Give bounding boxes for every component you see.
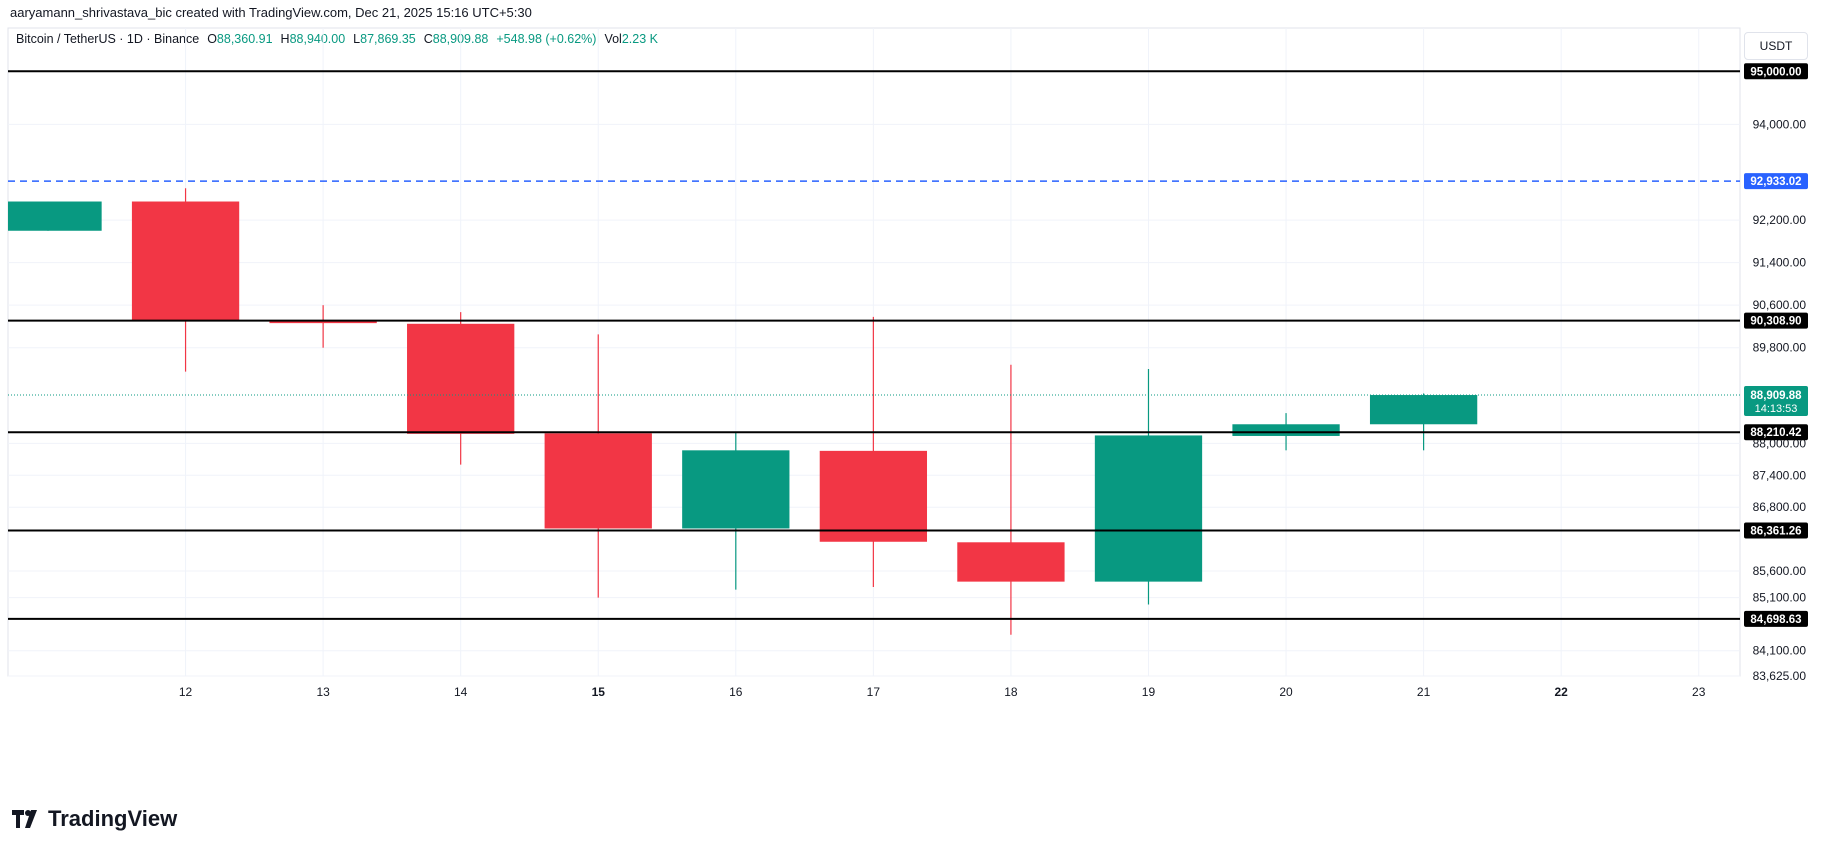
level-price-tag xyxy=(1744,424,1808,441)
x-tick-label: 13 xyxy=(316,685,330,699)
level-price-label: 86,361.26 xyxy=(1750,526,1801,538)
x-tick-label: 22 xyxy=(1554,685,1568,699)
volume-label: Vol xyxy=(604,32,622,46)
high-value: 88,940.00 xyxy=(289,32,346,46)
symbol-name[interactable]: Bitcoin / TetherUS · 1D · Binance xyxy=(16,32,200,46)
level-price-label: 95,000.00 xyxy=(1750,66,1801,78)
x-tick-label: 19 xyxy=(1142,685,1156,699)
x-tick-label: 16 xyxy=(729,685,743,699)
currency-button[interactable]: USDT xyxy=(1744,32,1808,60)
level-price-label: 84,698.63 xyxy=(1750,614,1801,626)
y-tick-label: 84,100.00 xyxy=(1753,644,1807,658)
y-tick-label: 91,400.00 xyxy=(1753,256,1807,270)
y-tick-label: 85,600.00 xyxy=(1753,564,1807,578)
y-tick-label: 90,600.00 xyxy=(1753,298,1807,312)
low-value: 87,869.35 xyxy=(360,32,416,46)
dashed-level-price-tag xyxy=(1744,173,1808,190)
candle-body[interactable] xyxy=(957,542,1065,582)
last-price-tag xyxy=(1744,386,1808,417)
x-tick-label: 12 xyxy=(179,685,193,699)
candle-body[interactable] xyxy=(269,321,377,324)
candle-body[interactable] xyxy=(682,450,790,529)
low-label: L xyxy=(353,32,361,46)
y-tick-label: 92,200.00 xyxy=(1753,213,1807,227)
high-label: H xyxy=(280,32,290,46)
last-price-label: 88,909.88 xyxy=(1750,390,1802,402)
open-label: O xyxy=(207,32,217,46)
y-tick-label: 89,800.00 xyxy=(1753,341,1807,355)
x-tick-label: 18 xyxy=(1004,685,1018,699)
y-tick-label: 86,800.00 xyxy=(1753,500,1807,514)
symbol-ohlc-bar: Bitcoin / TetherUS · 1D · Binance O 88,3… xyxy=(16,32,666,46)
y-tick-label: 83,625.00 xyxy=(1753,669,1807,683)
level-price-tag xyxy=(1744,522,1808,539)
dashed-level-price-label: 92,933.02 xyxy=(1750,176,1801,188)
change-value: +548.98 (+0.62%) xyxy=(496,32,597,46)
tradingview-logo-text: TradingView xyxy=(48,806,178,831)
candle-body[interactable] xyxy=(819,450,928,542)
candle-body[interactable] xyxy=(407,323,515,434)
volume-value: 2.23 K xyxy=(621,32,658,46)
level-price-tag xyxy=(1744,63,1808,80)
x-tick-label: 15 xyxy=(592,685,606,699)
level-price-tag xyxy=(1744,312,1808,329)
candle-body[interactable] xyxy=(1369,395,1478,425)
y-tick-label: 87,400.00 xyxy=(1753,468,1807,482)
tradingview-logo-icon xyxy=(12,810,37,828)
open-value: 88,360.91 xyxy=(216,32,273,46)
plot-frame xyxy=(7,27,1741,677)
y-tick-label: 85,100.00 xyxy=(1753,591,1807,605)
candle-body[interactable] xyxy=(8,201,102,231)
level-price-label: 88,210.42 xyxy=(1750,427,1801,439)
x-tick-label: 14 xyxy=(454,685,468,699)
level-price-label: 90,308.90 xyxy=(1750,316,1801,328)
chart-attribution: aaryamann_shrivastava_bic created with T… xyxy=(10,5,532,20)
countdown-label: 14:13:53 xyxy=(1755,403,1798,415)
x-tick-label: 17 xyxy=(867,685,881,699)
candle-body[interactable] xyxy=(1094,435,1203,582)
candle-body[interactable] xyxy=(1232,424,1340,436)
tradingview-logo: TradingView xyxy=(12,806,177,832)
candle-body[interactable] xyxy=(131,201,240,322)
x-tick-label: 21 xyxy=(1417,685,1431,699)
x-tick-label: 20 xyxy=(1279,685,1293,699)
x-tick-label: 23 xyxy=(1692,685,1706,699)
close-label: C xyxy=(423,32,433,46)
candle-body[interactable] xyxy=(544,433,652,529)
y-tick-label: 94,000.00 xyxy=(1753,117,1807,131)
level-price-tag xyxy=(1744,610,1808,627)
